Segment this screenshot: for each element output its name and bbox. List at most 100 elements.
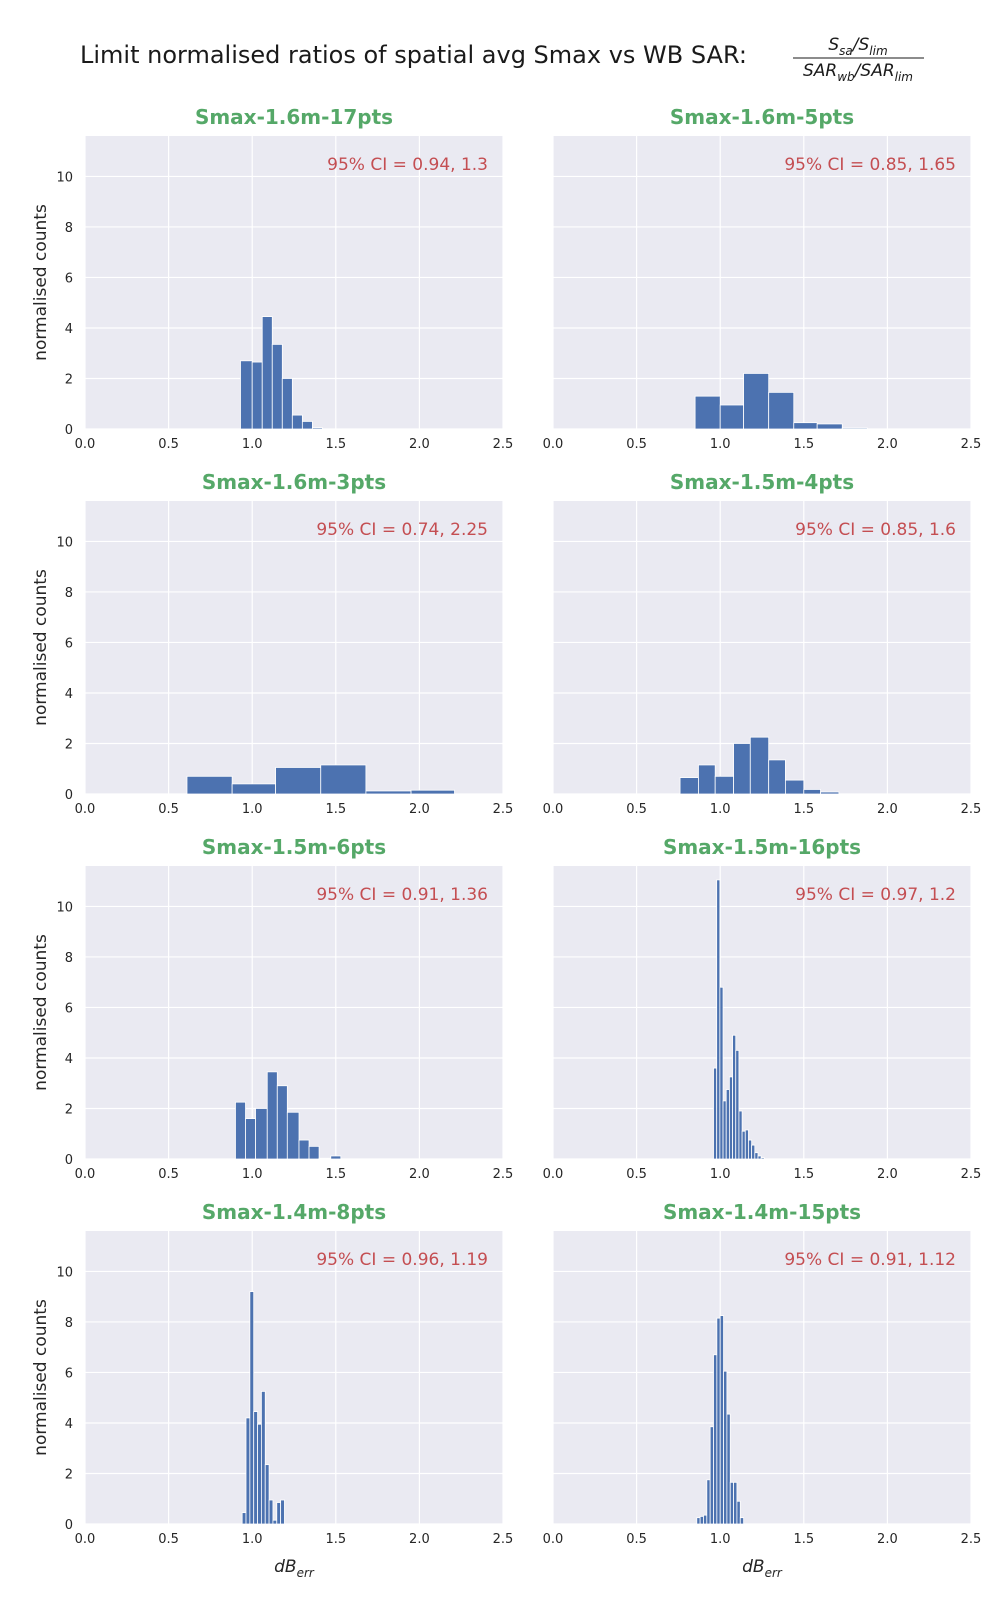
histogram-panel: 0.0 0.5 1.0 1.5 2.0 2.5 Smax-1.4m-15pts 95% CI …	[543, 1200, 982, 1580]
histogram-bar	[257, 1423, 262, 1525]
histogram-bar	[266, 1071, 278, 1160]
histogram-bar	[735, 1049, 740, 1160]
histogram-bar	[240, 360, 253, 430]
x-tick-label: 1.5	[325, 1532, 346, 1547]
y-tick-label: 2	[65, 737, 73, 752]
histogram-bar	[760, 1157, 765, 1160]
histogram-bar	[318, 1157, 332, 1160]
histogram-bar	[276, 1085, 288, 1160]
histogram-bar	[754, 1152, 759, 1160]
x-tick-label: 2.0	[409, 802, 430, 817]
x-tick-label: 2.5	[493, 802, 514, 817]
histogram-bar	[732, 1034, 737, 1160]
y-tick-label: 4	[65, 322, 73, 337]
x-tick-label: 2.0	[409, 1532, 430, 1547]
x-tick-label: 1.0	[242, 437, 263, 452]
panel-background	[553, 866, 971, 1159]
histogram-bar	[271, 343, 283, 430]
histogram-bar	[768, 759, 786, 795]
y-tick-label: 2	[65, 1102, 73, 1117]
panel-background	[85, 1231, 503, 1524]
fraction-denominator: SARwb/SARlim	[803, 61, 913, 84]
x-tick-label: 0.5	[626, 1532, 647, 1547]
y-axis-label: normalised counts	[31, 934, 51, 1091]
x-tick-label: 2.0	[409, 437, 430, 452]
histogram-bar	[330, 1155, 342, 1160]
x-tick-label: 0.0	[75, 437, 96, 452]
histogram-bar	[301, 421, 313, 430]
y-tick-label: 10	[56, 535, 73, 550]
y-tick-label: 4	[65, 687, 73, 702]
x-tick-label: 0.0	[543, 1532, 564, 1547]
x-tick-label: 0.0	[543, 802, 564, 817]
histogram-bar	[738, 1110, 743, 1160]
histogram-bar	[757, 1155, 762, 1160]
panel-background	[85, 501, 503, 794]
histogram-bar	[749, 736, 770, 795]
y-tick-label: 0	[65, 423, 73, 438]
y-axis-label: normalised counts	[31, 204, 51, 361]
histogram-bar	[726, 1413, 731, 1525]
x-tick-label: 1.0	[242, 1167, 263, 1182]
x-tick-label: 0.5	[158, 1532, 179, 1547]
histogram-bar	[713, 1354, 718, 1525]
y-tick-label: 4	[65, 1052, 73, 1067]
y-tick-label: 8	[65, 951, 73, 966]
x-axis-label-sub: err	[765, 1566, 783, 1580]
y-tick-label: 6	[65, 1001, 73, 1016]
histogram-bar	[291, 414, 303, 430]
panel-title: Smax-1.5m-6pts	[202, 835, 386, 859]
panels-grid: 0.0 0.5 1.0 1.5 2.0 2.5 0 2 4 6 8 10 Smax-1.6m-17pts…	[31, 105, 981, 1580]
y-tick-label: 8	[65, 1316, 73, 1331]
ci-annotation: 95% CI = 0.97, 1.2	[795, 885, 956, 905]
x-axis-label: dBerr	[274, 1557, 315, 1580]
histogram-bar	[249, 1291, 255, 1525]
y-tick-label: 8	[65, 221, 73, 236]
histogram-bar	[719, 404, 745, 430]
histogram-bar	[186, 775, 233, 795]
histogram-bar	[723, 1370, 728, 1525]
numerator-s-sub: sa	[839, 44, 853, 58]
histogram-bar	[768, 391, 795, 430]
histogram-bar	[703, 1514, 708, 1525]
histogram-panel: 0.0 0.5 1.0 1.5 2.0 2.5 0 2 4 6 8 10 Smax-1.6m-3pts 9…	[31, 470, 513, 817]
histogram-bar	[241, 1512, 247, 1525]
histogram-bar	[719, 986, 724, 1160]
histogram-bar	[748, 1139, 753, 1160]
x-tick-label: 1.0	[710, 1167, 731, 1182]
panel-background	[553, 1231, 971, 1524]
y-tick-label: 2	[65, 1467, 73, 1482]
histogram-bar	[253, 1411, 258, 1525]
histogram-bar	[744, 1129, 749, 1160]
histogram-bar	[298, 1139, 310, 1160]
histogram-bar	[276, 1502, 282, 1525]
histogram-bar	[260, 1390, 266, 1525]
histogram-bar	[696, 1517, 701, 1525]
x-tick-label: 2.5	[961, 802, 982, 817]
histogram-panel: 0.0 0.5 1.0 1.5 2.0 2.5 Smax-1.5m-16pts 95% CI …	[543, 835, 982, 1182]
x-tick-label: 2.5	[493, 1167, 514, 1182]
histogram-bar	[709, 1426, 714, 1525]
x-tick-label: 0.0	[543, 1167, 564, 1182]
histogram-bar	[713, 1067, 718, 1160]
panel-title: Smax-1.4m-15pts	[663, 1200, 861, 1224]
denominator-sar2: SAR	[860, 61, 894, 81]
x-tick-label: 1.0	[710, 437, 731, 452]
histogram-bar	[235, 1101, 246, 1160]
y-tick-label: 2	[65, 372, 73, 387]
x-tick-label: 2.5	[961, 437, 982, 452]
histogram-bar	[272, 1519, 278, 1525]
panel-title: Smax-1.5m-4pts	[670, 470, 854, 494]
histogram-panel: 0.0 0.5 1.0 1.5 2.0 2.5 0 2 4 6 8 10 Smax-1.5m-6pts 9…	[31, 835, 513, 1182]
histogram-bar	[716, 879, 721, 1160]
y-tick-label: 6	[65, 1366, 73, 1381]
histogram-bar	[706, 1479, 711, 1525]
histogram-bar	[803, 789, 821, 795]
histogram-bar	[245, 1417, 251, 1525]
x-tick-label: 1.5	[325, 1167, 346, 1182]
ci-annotation: 95% CI = 0.91, 1.12	[784, 1250, 956, 1270]
histogram-panel: 0.0 0.5 1.0 1.5 2.0 2.5 Smax-1.6m-5pts 95% CI =…	[543, 105, 982, 452]
histogram-panel: 0.0 0.5 1.0 1.5 2.0 2.5 0 2 4 6 8 10 Smax-1.4m-8pts 9…	[31, 1200, 513, 1580]
histogram-bar	[365, 790, 412, 795]
